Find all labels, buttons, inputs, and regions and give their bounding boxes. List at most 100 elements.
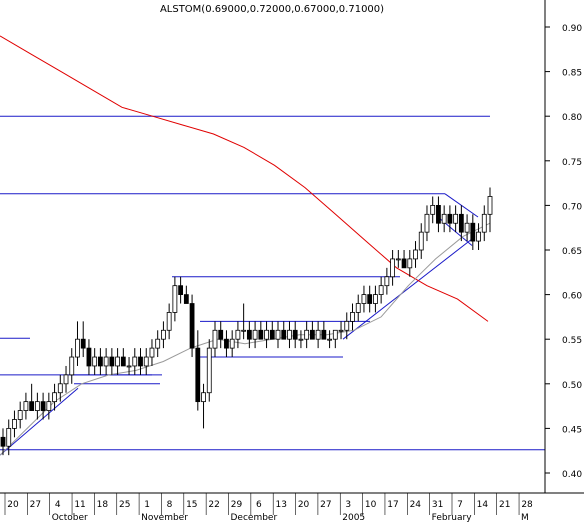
- month-label: December: [231, 513, 278, 522]
- y-tick-label: 0.65: [562, 247, 582, 257]
- y-axis: 0.90 0.85 0.80 0.75 0.70 0.65 0.60 0.55 0.50 0.45…: [0, 0, 584, 494]
- candle-body: [57, 383, 63, 394]
- candle-body: [92, 356, 98, 367]
- candle-body: [464, 222, 470, 233]
- x-tick-label: 20: [298, 500, 310, 510]
- y-tick-label: 0.85: [562, 69, 582, 79]
- candle-body: [470, 222, 476, 242]
- candle-body: [178, 285, 184, 295]
- x-tick-label: 4: [55, 500, 61, 510]
- candle-body: [109, 356, 115, 367]
- candle-body: [40, 401, 46, 411]
- candle-body: [338, 329, 344, 332]
- candle-body: [34, 401, 40, 411]
- x-tick-label: 20: [7, 500, 19, 510]
- candle-body: [75, 338, 80, 358]
- candle-body: [23, 401, 29, 411]
- candle-body: [258, 329, 264, 340]
- candle-body: [321, 329, 327, 340]
- x-tick-label: 1: [144, 500, 150, 510]
- candle-body: [264, 329, 269, 340]
- candle-body: [183, 294, 189, 304]
- x-tick-label: 11: [74, 500, 85, 510]
- candle-body: [476, 231, 481, 242]
- candle-body: [120, 356, 126, 367]
- candle-body: [453, 213, 459, 224]
- candle-body: [447, 213, 453, 224]
- candle-body: [269, 329, 275, 340]
- x-tick-label: 31: [432, 500, 443, 510]
- candle-body: [17, 410, 23, 420]
- x-tick-label: 6: [256, 500, 262, 510]
- month-label: M: [521, 513, 529, 522]
- candle-body: [246, 329, 252, 340]
- candle-body: [218, 329, 224, 340]
- candle-body: [115, 356, 120, 367]
- candle-body: [224, 338, 229, 349]
- candle-body: [206, 347, 212, 394]
- candle-body: [172, 285, 178, 313]
- candle-body: [103, 356, 109, 367]
- support-trendline: [342, 236, 476, 340]
- y-tick-label: 0.40: [562, 470, 582, 480]
- x-tick-label: 21: [499, 500, 510, 510]
- candle-body: [298, 338, 304, 341]
- candle-body: [241, 329, 247, 332]
- y-tick-label: 0.75: [562, 158, 582, 168]
- support-trendline: [0, 387, 79, 456]
- candle-body: [481, 213, 487, 233]
- candle-body: [143, 356, 149, 367]
- horizontal-levels: [0, 115, 545, 451]
- x-tick-label: 18: [97, 500, 109, 510]
- month-label: 2005: [342, 513, 365, 522]
- candle-body: [407, 258, 413, 269]
- y-tick-label: 0.50: [562, 381, 582, 391]
- candle-body: [281, 329, 287, 340]
- candle-body: [161, 329, 166, 340]
- x-axis: 20 27 4 11 18 25 1 8 15 22 29 6 13 20 27 3 10 17 24 31 7 14 21…: [4, 493, 533, 523]
- candle-body: [0, 436, 6, 447]
- x-tick-label: 22: [208, 500, 219, 510]
- candle-body: [327, 338, 332, 341]
- candle-body: [155, 338, 161, 349]
- y-tick-label: 0.55: [562, 336, 582, 346]
- candle-body: [166, 312, 172, 331]
- candle-body: [413, 249, 418, 260]
- candle-body: [395, 258, 401, 261]
- y-tick-label: 0.90: [562, 24, 582, 34]
- y-tick-label: 0.60: [562, 292, 582, 302]
- candle-body: [344, 320, 350, 331]
- candle-body: [487, 196, 493, 215]
- x-tick-label: 24: [410, 500, 422, 510]
- candle-body: [315, 329, 321, 340]
- candle-body: [235, 329, 241, 340]
- candle-body: [132, 356, 138, 367]
- x-tick-label: 3: [345, 500, 351, 510]
- x-tick-label: 8: [167, 500, 173, 510]
- chart-title: ALSTOM(0.69000,0.72000,0.67000,0.71000): [160, 4, 384, 15]
- candle-body: [98, 356, 103, 367]
- x-tick-label: 14: [477, 500, 489, 510]
- candles: [0, 187, 493, 456]
- x-tick-label: 25: [119, 500, 130, 510]
- y-tick-label: 0.45: [562, 425, 582, 435]
- y-tick-label: 0.80: [562, 113, 582, 123]
- candle-body: [126, 365, 132, 368]
- candle-body: [367, 294, 373, 304]
- y-tick-label: 0.70: [562, 202, 582, 212]
- candle-body: [309, 329, 315, 340]
- candle-body: [373, 294, 378, 304]
- candle-body: [355, 303, 361, 313]
- moving-average-grey-line: [0, 222, 491, 456]
- month-label: February: [432, 513, 473, 522]
- candle-body: [424, 213, 430, 233]
- candle-body: [63, 374, 69, 385]
- candle-body: [332, 329, 338, 340]
- x-tick-label: 27: [30, 500, 41, 510]
- candle-body: [292, 329, 298, 340]
- x-tick-label: 13: [275, 500, 286, 510]
- moving-average-red-line: [0, 35, 489, 322]
- candle-body: [29, 401, 35, 411]
